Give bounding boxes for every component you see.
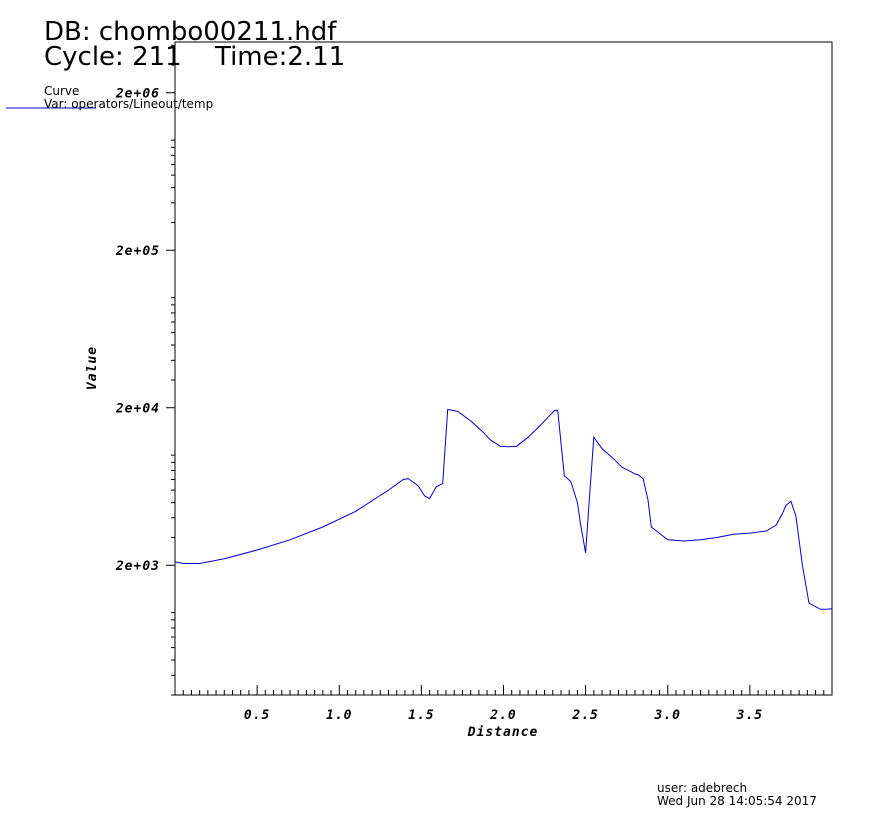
x-axis: 0.5 1.0 1.5 2.0 2.5 3.0 3.5	[182, 685, 825, 723]
x-tick-label: 3.5	[736, 708, 763, 723]
y-tick-label: 2e+03	[115, 559, 160, 574]
time-label: Time:2.11	[214, 42, 345, 72]
x-tick-label: 1.5	[408, 708, 434, 723]
x-tick-label: 1.0	[326, 708, 352, 723]
x-tick-label: 0.5	[244, 708, 270, 723]
temp-curve	[174, 408, 833, 610]
series-group	[174, 408, 833, 610]
x-tick-label: 2.5	[571, 708, 598, 723]
x-tick-label: 3.0	[654, 708, 681, 723]
x-tick-label: 2.0	[489, 708, 516, 723]
cycle-label: Cycle: 211	[44, 42, 182, 72]
y-tick-label: 2e+05	[115, 244, 160, 259]
footer-user: user: adebrech	[657, 781, 747, 795]
plot-frame	[174, 41, 833, 696]
footer-date: Wed Jun 28 14:05:54 2017	[657, 794, 817, 808]
y-axis-title: Value	[85, 346, 100, 390]
x-axis-title: Distance	[467, 725, 539, 740]
y-tick-label: 2e+06	[115, 87, 160, 102]
y-axis: 2e+03 2e+04 2e+05 2e+06	[115, 44, 175, 696]
y-tick-label: 2e+04	[115, 402, 160, 417]
legend-title: Curve	[44, 84, 79, 98]
legend-var-label: Var: operators/Lineout/temp	[44, 97, 213, 111]
